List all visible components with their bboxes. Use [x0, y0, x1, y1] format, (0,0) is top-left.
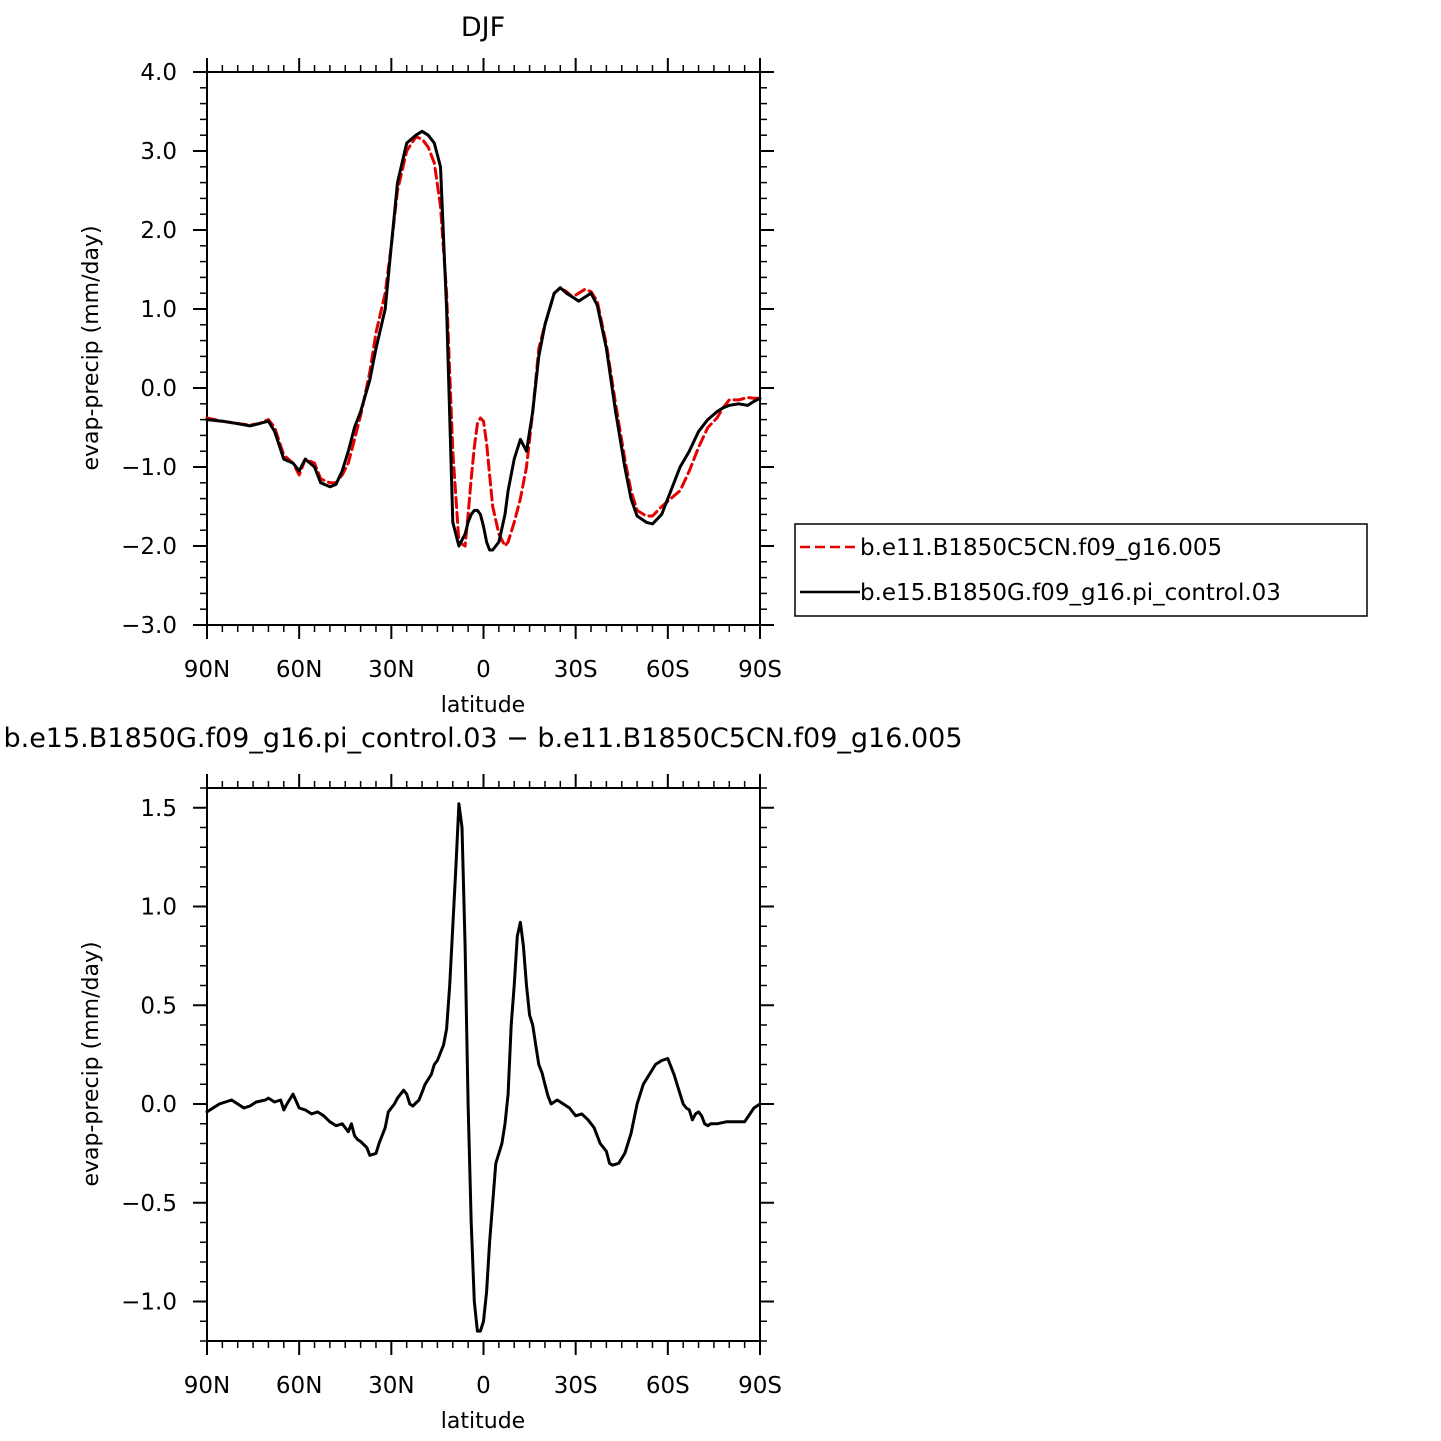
y-tick-label: 4.0 — [140, 60, 177, 86]
plot-frame — [206, 787, 761, 1342]
x-tick-label: 90S — [738, 657, 782, 683]
x-tick-label: 90S — [738, 1373, 782, 1399]
y-tick-label: −1.0 — [121, 455, 177, 481]
top-y-axis-title: evap-precip (mm/day) — [79, 225, 104, 470]
top-x-axis-title: latitude — [441, 693, 525, 718]
bottom-plot-title: b.e15.B1850G.f09_g16.pi_control.03 − b.e… — [3, 723, 962, 754]
x-tick-label: 0 — [476, 1373, 491, 1399]
bottom-x-axis-title: latitude — [441, 1409, 525, 1434]
legend: b.e11.B1850C5CN.f09_g16.005 b.e15.B1850G… — [794, 523, 1368, 617]
x-tick-label: 60S — [646, 657, 690, 683]
y-tick-label: 1.0 — [140, 895, 177, 921]
plot-frame — [206, 71, 761, 626]
top-plot-title: DJF — [461, 12, 505, 43]
y-tick-label: −1.0 — [121, 1290, 177, 1316]
bottom-panel-difference: b.e15.B1850G.f09_g16.pi_control.03 − b.e… — [3, 723, 962, 1434]
x-tick-label: 0 — [476, 657, 491, 683]
bottom-y-axis-title: evap-precip (mm/day) — [79, 941, 104, 1186]
legend-label-series-1: b.e11.B1850C5CN.f09_g16.005 — [860, 535, 1222, 561]
y-tick-label: −3.0 — [121, 613, 177, 639]
y-tick-label: 2.0 — [140, 218, 177, 244]
series-line-2 — [205, 129, 762, 552]
legend-box — [794, 523, 1368, 617]
x-tick-label: 60S — [646, 1373, 690, 1399]
legend-label-series-2: b.e15.B1850G.f09_g16.pi_control.03 — [860, 580, 1281, 606]
y-tick-label: 0.0 — [140, 1092, 177, 1118]
x-tick-label: 60N — [276, 1373, 322, 1399]
x-tick-label: 30N — [368, 1373, 414, 1399]
top-panel-djf: DJF evap-precip (mm/day) latitude 90N 60N… — [79, 12, 1368, 718]
y-tick-label: −0.5 — [121, 1191, 177, 1217]
x-tick-label: 90N — [184, 657, 230, 683]
x-tick-label: 30S — [554, 1373, 598, 1399]
y-tick-label: 0.5 — [140, 993, 177, 1019]
y-tick-label: 0.0 — [140, 376, 177, 402]
x-tick-label: 30N — [368, 657, 414, 683]
x-tick-label: 30S — [554, 657, 598, 683]
x-tick-label: 60N — [276, 657, 322, 683]
y-tick-label: 1.5 — [140, 796, 177, 822]
series-line-1 — [205, 135, 762, 548]
y-tick-label: 1.0 — [140, 297, 177, 323]
y-tick-label: 3.0 — [140, 139, 177, 165]
x-tick-label: 90N — [184, 1373, 230, 1399]
y-tick-label: −2.0 — [121, 534, 177, 560]
series-line-1 — [205, 802, 762, 1333]
